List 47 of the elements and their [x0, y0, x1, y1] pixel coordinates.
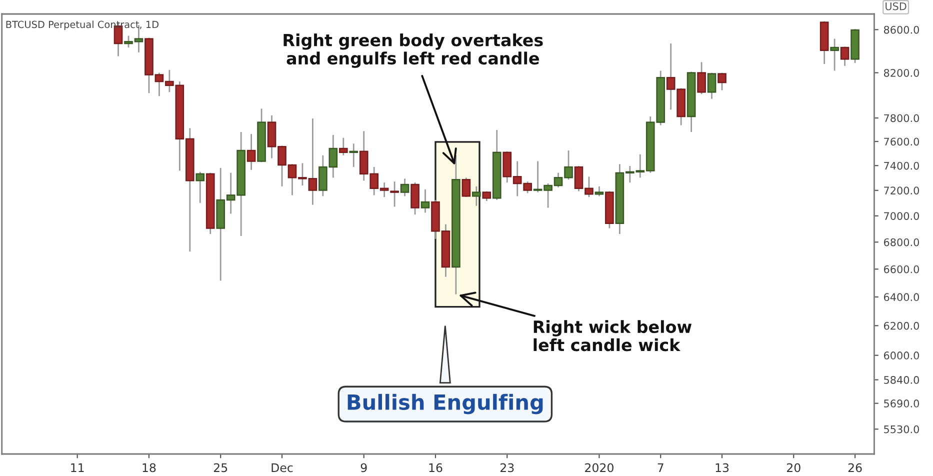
y-tick-label: 5530.0	[884, 425, 920, 434]
candlestick	[246, 133, 256, 171]
y-tick-label: 6800.0	[884, 238, 920, 246]
x-tick-label: 20	[786, 463, 800, 472]
x-tick-label: Dec	[272, 463, 293, 472]
y-tick-label: 8600.0	[884, 26, 920, 34]
candlestick	[594, 186, 604, 197]
candlestick	[707, 72, 716, 100]
y-tick-label: 7600.0	[884, 138, 920, 146]
candlestick	[472, 186, 481, 207]
annotation: Right green body overtakes and engulfs left red candle	[284, 34, 543, 68]
y-tick-label: 6200.0	[884, 322, 920, 330]
candlestick	[338, 137, 348, 156]
candlestick	[196, 171, 205, 204]
candlestick	[420, 188, 430, 214]
candlestick	[830, 38, 839, 72]
annotation: Bullish Engulfing	[348, 394, 543, 414]
y-tick-label: 6000.0	[884, 352, 920, 360]
y-tick-label: 7400.0	[884, 162, 920, 170]
annotation: Right wick below left candle wick	[534, 320, 692, 352]
x-tick-label: 9	[360, 463, 367, 472]
y-tick-label: 7000.0	[884, 212, 920, 220]
text: BTCUSD Perpetual Contract, 1D	[6, 20, 159, 30]
y-tick-label: 5690.0	[884, 400, 920, 408]
y-tick-label: 8200.0	[884, 68, 920, 77]
x-tick-label: 18	[142, 463, 156, 472]
x-tick-label: 13	[716, 463, 729, 472]
candlestick	[400, 178, 410, 197]
candlestick	[718, 72, 726, 91]
candlestick	[349, 142, 358, 168]
x-tick-label: 25	[214, 463, 228, 472]
y-tick-label: 7200.0	[884, 186, 920, 194]
x-tick-label: 23	[500, 463, 514, 472]
y-tick-label: 6400.0	[884, 293, 920, 302]
x-tick-label: 16	[429, 463, 442, 472]
x-tick-label: 11	[71, 463, 84, 472]
y-tick-label: 5840.0	[884, 376, 920, 384]
candlestick	[840, 46, 850, 67]
candlestick	[462, 176, 471, 198]
y-tick-label: 7800.0	[884, 114, 920, 122]
y-tick-label: 6600.0	[884, 265, 920, 274]
x-tick-label: 2020	[585, 463, 614, 472]
y-axis-title: USD	[886, 2, 906, 10]
x-tick-label: 26	[848, 463, 862, 472]
candlestick	[410, 182, 420, 216]
candlestick	[697, 61, 706, 95]
x-tick-label: 7	[658, 463, 664, 472]
